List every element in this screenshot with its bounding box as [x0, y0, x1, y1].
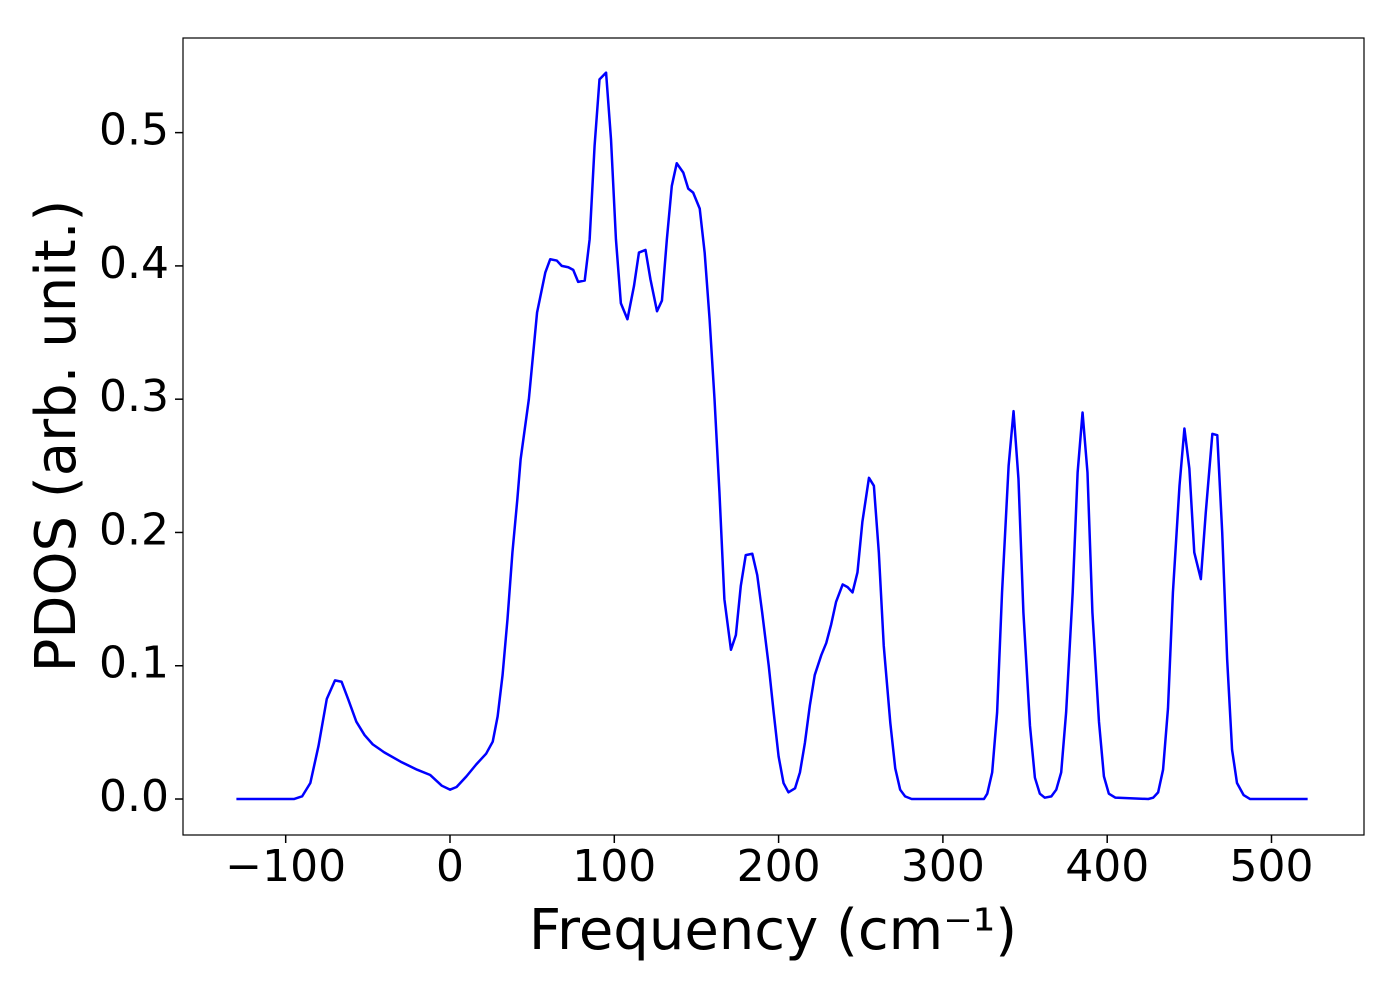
x-tick-label: 500 [1230, 841, 1314, 892]
y-tick-label: 0.1 [99, 638, 169, 689]
data-line [236, 71, 1308, 801]
y-axis-label: PDOS (arb. unit.) [24, 200, 89, 673]
plot-frame [182, 37, 1365, 836]
y-tick-label: 0.3 [99, 371, 169, 422]
y-tick-label: 0.0 [99, 771, 169, 822]
x-tick-label: −100 [225, 841, 346, 892]
x-axis-label: Frequency (cm⁻¹) [529, 898, 1017, 963]
y-tick-label: 0.5 [99, 105, 169, 156]
x-tick-label: 400 [1065, 841, 1149, 892]
x-tick-label: 200 [737, 841, 821, 892]
y-tick-label: 0.4 [99, 238, 169, 289]
x-tick-label: 300 [901, 841, 985, 892]
y-tick-label: 0.2 [99, 504, 169, 555]
x-tick-label: 0 [436, 841, 464, 892]
x-tick-label: 100 [572, 841, 656, 892]
